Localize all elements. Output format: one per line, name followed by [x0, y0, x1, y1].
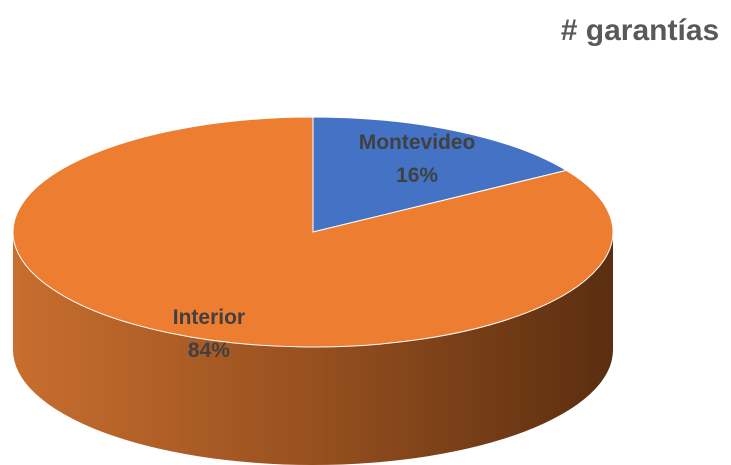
chart-title: # garantías — [561, 14, 719, 47]
pie-side — [13, 232, 613, 465]
data-label-name: Interior — [173, 306, 245, 329]
data-label-value: 84% — [188, 339, 230, 362]
pie-slice — [312, 116, 568, 233]
data-label-name: Montevideo — [359, 131, 476, 154]
pie-slice — [12, 116, 614, 348]
data-label-value: 16% — [396, 164, 438, 187]
